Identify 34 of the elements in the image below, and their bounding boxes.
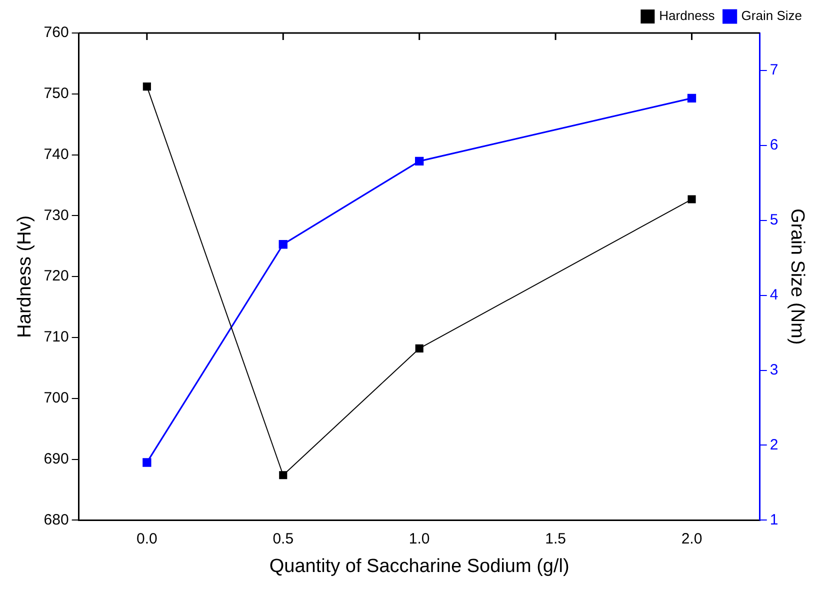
x-tick-label: 0.5: [272, 530, 294, 548]
y-tick-label: 710: [44, 328, 69, 346]
y2-tick-label: 1: [770, 511, 778, 528]
legend-label: Grain Size: [741, 8, 802, 24]
x-tick-label: 1.5: [545, 530, 566, 548]
y-tick-label: 680: [44, 511, 69, 528]
y2-axis-title: Grain Size (Nm): [786, 208, 808, 345]
x-tick-label: 2.0: [681, 530, 702, 548]
x-axis-title: Quantity of Saccharine Sodium (g/l): [269, 556, 570, 577]
point: [279, 471, 288, 480]
y2-tick-label: 6: [770, 136, 778, 154]
y2-tick-label: 3: [770, 361, 778, 378]
point: [687, 94, 696, 103]
point: [142, 458, 152, 467]
y2-tick-label: 5: [770, 212, 778, 229]
y-tick-label: 750: [44, 85, 69, 102]
y-tick-label: 720: [44, 268, 69, 285]
y-axis-title: Hardness (Hv): [14, 215, 36, 338]
x-tick-label: 0.0: [136, 530, 158, 548]
point: [142, 82, 151, 91]
y2-tick-label: 7: [770, 62, 778, 79]
y-tick-label: 740: [44, 146, 69, 163]
y-tick-label: 730: [44, 206, 69, 224]
y-tick-label: 690: [44, 450, 69, 468]
legend-label: Hardness: [659, 8, 716, 24]
y-tick-label: 760: [44, 24, 69, 42]
y2-tick-label: 4: [770, 286, 778, 304]
point: [415, 156, 424, 166]
point: [278, 240, 288, 249]
y-tick-label: 700: [44, 390, 69, 407]
x-tick-label: 1.0: [408, 530, 430, 548]
point: [688, 195, 696, 204]
y2-tick-label: 2: [770, 436, 778, 454]
point: [415, 344, 424, 352]
